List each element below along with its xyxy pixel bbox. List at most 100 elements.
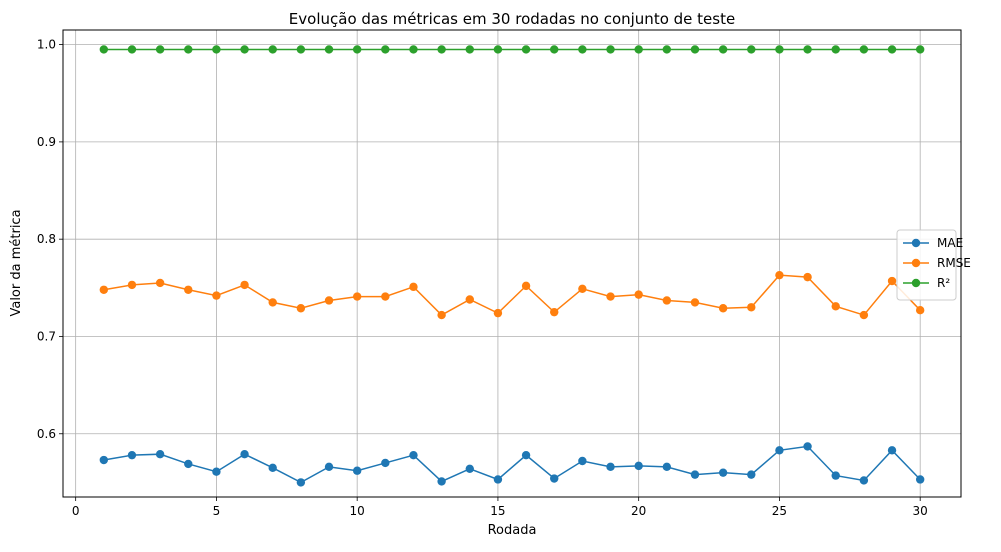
legend-item-rmse: RMSE: [903, 256, 971, 270]
data-point-mae: [831, 471, 840, 480]
data-point-r2: [606, 45, 615, 54]
data-point-r2: [184, 45, 193, 54]
data-point-rmse: [493, 308, 503, 318]
series-line-mae: [103, 445, 921, 484]
legend-label: R²: [937, 276, 950, 290]
data-point-r2: [296, 45, 306, 54]
x-tick-label: 25: [772, 504, 787, 518]
data-point-rmse: [212, 291, 221, 300]
data-point-r2: [240, 45, 249, 54]
data-point-rmse: [184, 285, 193, 294]
x-tick-label: 30: [913, 504, 928, 518]
data-point-mae: [493, 475, 503, 484]
data-point-mae: [887, 446, 897, 455]
data-point-mae: [409, 450, 418, 460]
data-point-mae: [775, 446, 784, 455]
data-point-r2: [859, 45, 869, 54]
data-point-mae: [521, 450, 531, 460]
data-point-mae: [718, 468, 728, 477]
x-tick-label: 5: [213, 504, 221, 518]
y-tick-label: 1.0: [37, 38, 56, 52]
x-tick-label: 0: [72, 504, 80, 518]
data-point-rmse: [550, 307, 559, 317]
legend-marker: [911, 278, 921, 288]
data-point-r2: [578, 45, 587, 54]
data-point-r2: [437, 45, 446, 54]
data-point-mae: [634, 461, 643, 471]
data-point-r2: [324, 45, 334, 54]
data-point-mae: [155, 449, 165, 459]
legend-marker: [911, 258, 921, 268]
y-tick-label: 0.9: [37, 135, 56, 149]
data-point-rmse: [240, 280, 249, 290]
data-point-rmse: [747, 303, 756, 312]
legend-item-mae: MAE: [903, 236, 963, 250]
data-point-mae: [127, 450, 137, 460]
data-point-rmse: [718, 304, 728, 313]
x-axis-label: Rodada: [488, 523, 537, 538]
data-point-rmse: [803, 272, 812, 282]
data-point-rmse: [578, 284, 587, 293]
y-axis-label: Valor da métrica: [9, 209, 24, 316]
data-point-r2: [381, 45, 390, 54]
data-point-r2: [803, 45, 812, 54]
data-point-r2: [718, 45, 728, 54]
data-point-rmse: [690, 298, 700, 307]
legend-label: MAE: [937, 236, 963, 250]
data-point-mae: [212, 467, 221, 476]
data-point-rmse: [521, 281, 531, 291]
data-point-mae: [606, 462, 615, 472]
grid: [63, 30, 961, 497]
data-point-r2: [127, 45, 137, 54]
data-point-rmse: [831, 302, 840, 311]
chart-title: Evolução das métricas em 30 rodadas no c…: [289, 10, 735, 28]
data-point-rmse: [352, 292, 362, 301]
data-point-mae: [915, 475, 925, 484]
data-point-mae: [240, 449, 249, 459]
data-point-mae: [296, 478, 306, 487]
data-point-r2: [521, 45, 531, 54]
data-point-rmse: [381, 292, 390, 301]
data-point-r2: [465, 45, 474, 54]
data-point-r2: [747, 45, 756, 54]
y-tick-label: 0.7: [37, 329, 56, 343]
data-point-r2: [550, 45, 559, 54]
data-point-mae: [803, 442, 812, 451]
data-point-rmse: [437, 310, 446, 320]
data-point-r2: [662, 45, 672, 54]
data-point-mae: [437, 477, 446, 486]
data-point-rmse: [634, 290, 643, 299]
data-point-mae: [662, 462, 672, 472]
data-point-r2: [212, 45, 221, 54]
y-tick-label: 0.6: [37, 427, 56, 441]
data-point-mae: [859, 476, 869, 485]
data-point-r2: [775, 45, 784, 54]
data-point-mae: [465, 464, 474, 473]
data-point-rmse: [662, 296, 672, 305]
x-tick-label: 10: [350, 504, 365, 518]
data-point-r2: [352, 45, 362, 54]
data-point-r2: [831, 45, 840, 54]
data-point-mae: [690, 470, 700, 479]
data-point-mae: [747, 470, 756, 479]
series-mae: [99, 442, 925, 487]
data-point-rmse: [296, 304, 306, 313]
data-point-r2: [493, 45, 503, 54]
x-tick-label: 20: [631, 504, 646, 518]
series-r2: [99, 45, 925, 54]
data-point-rmse: [859, 310, 869, 320]
series-rmse: [99, 270, 925, 320]
data-point-r2: [409, 45, 418, 54]
data-point-r2: [887, 45, 897, 54]
data-point-mae: [352, 466, 362, 475]
data-point-mae: [381, 458, 390, 468]
data-point-rmse: [155, 278, 165, 288]
data-point-rmse: [915, 306, 925, 315]
data-point-rmse: [606, 292, 615, 301]
data-point-mae: [550, 474, 559, 483]
series-line-rmse: [103, 274, 921, 316]
series-layer: [99, 45, 925, 487]
legend-item-r2: R²: [903, 276, 950, 290]
